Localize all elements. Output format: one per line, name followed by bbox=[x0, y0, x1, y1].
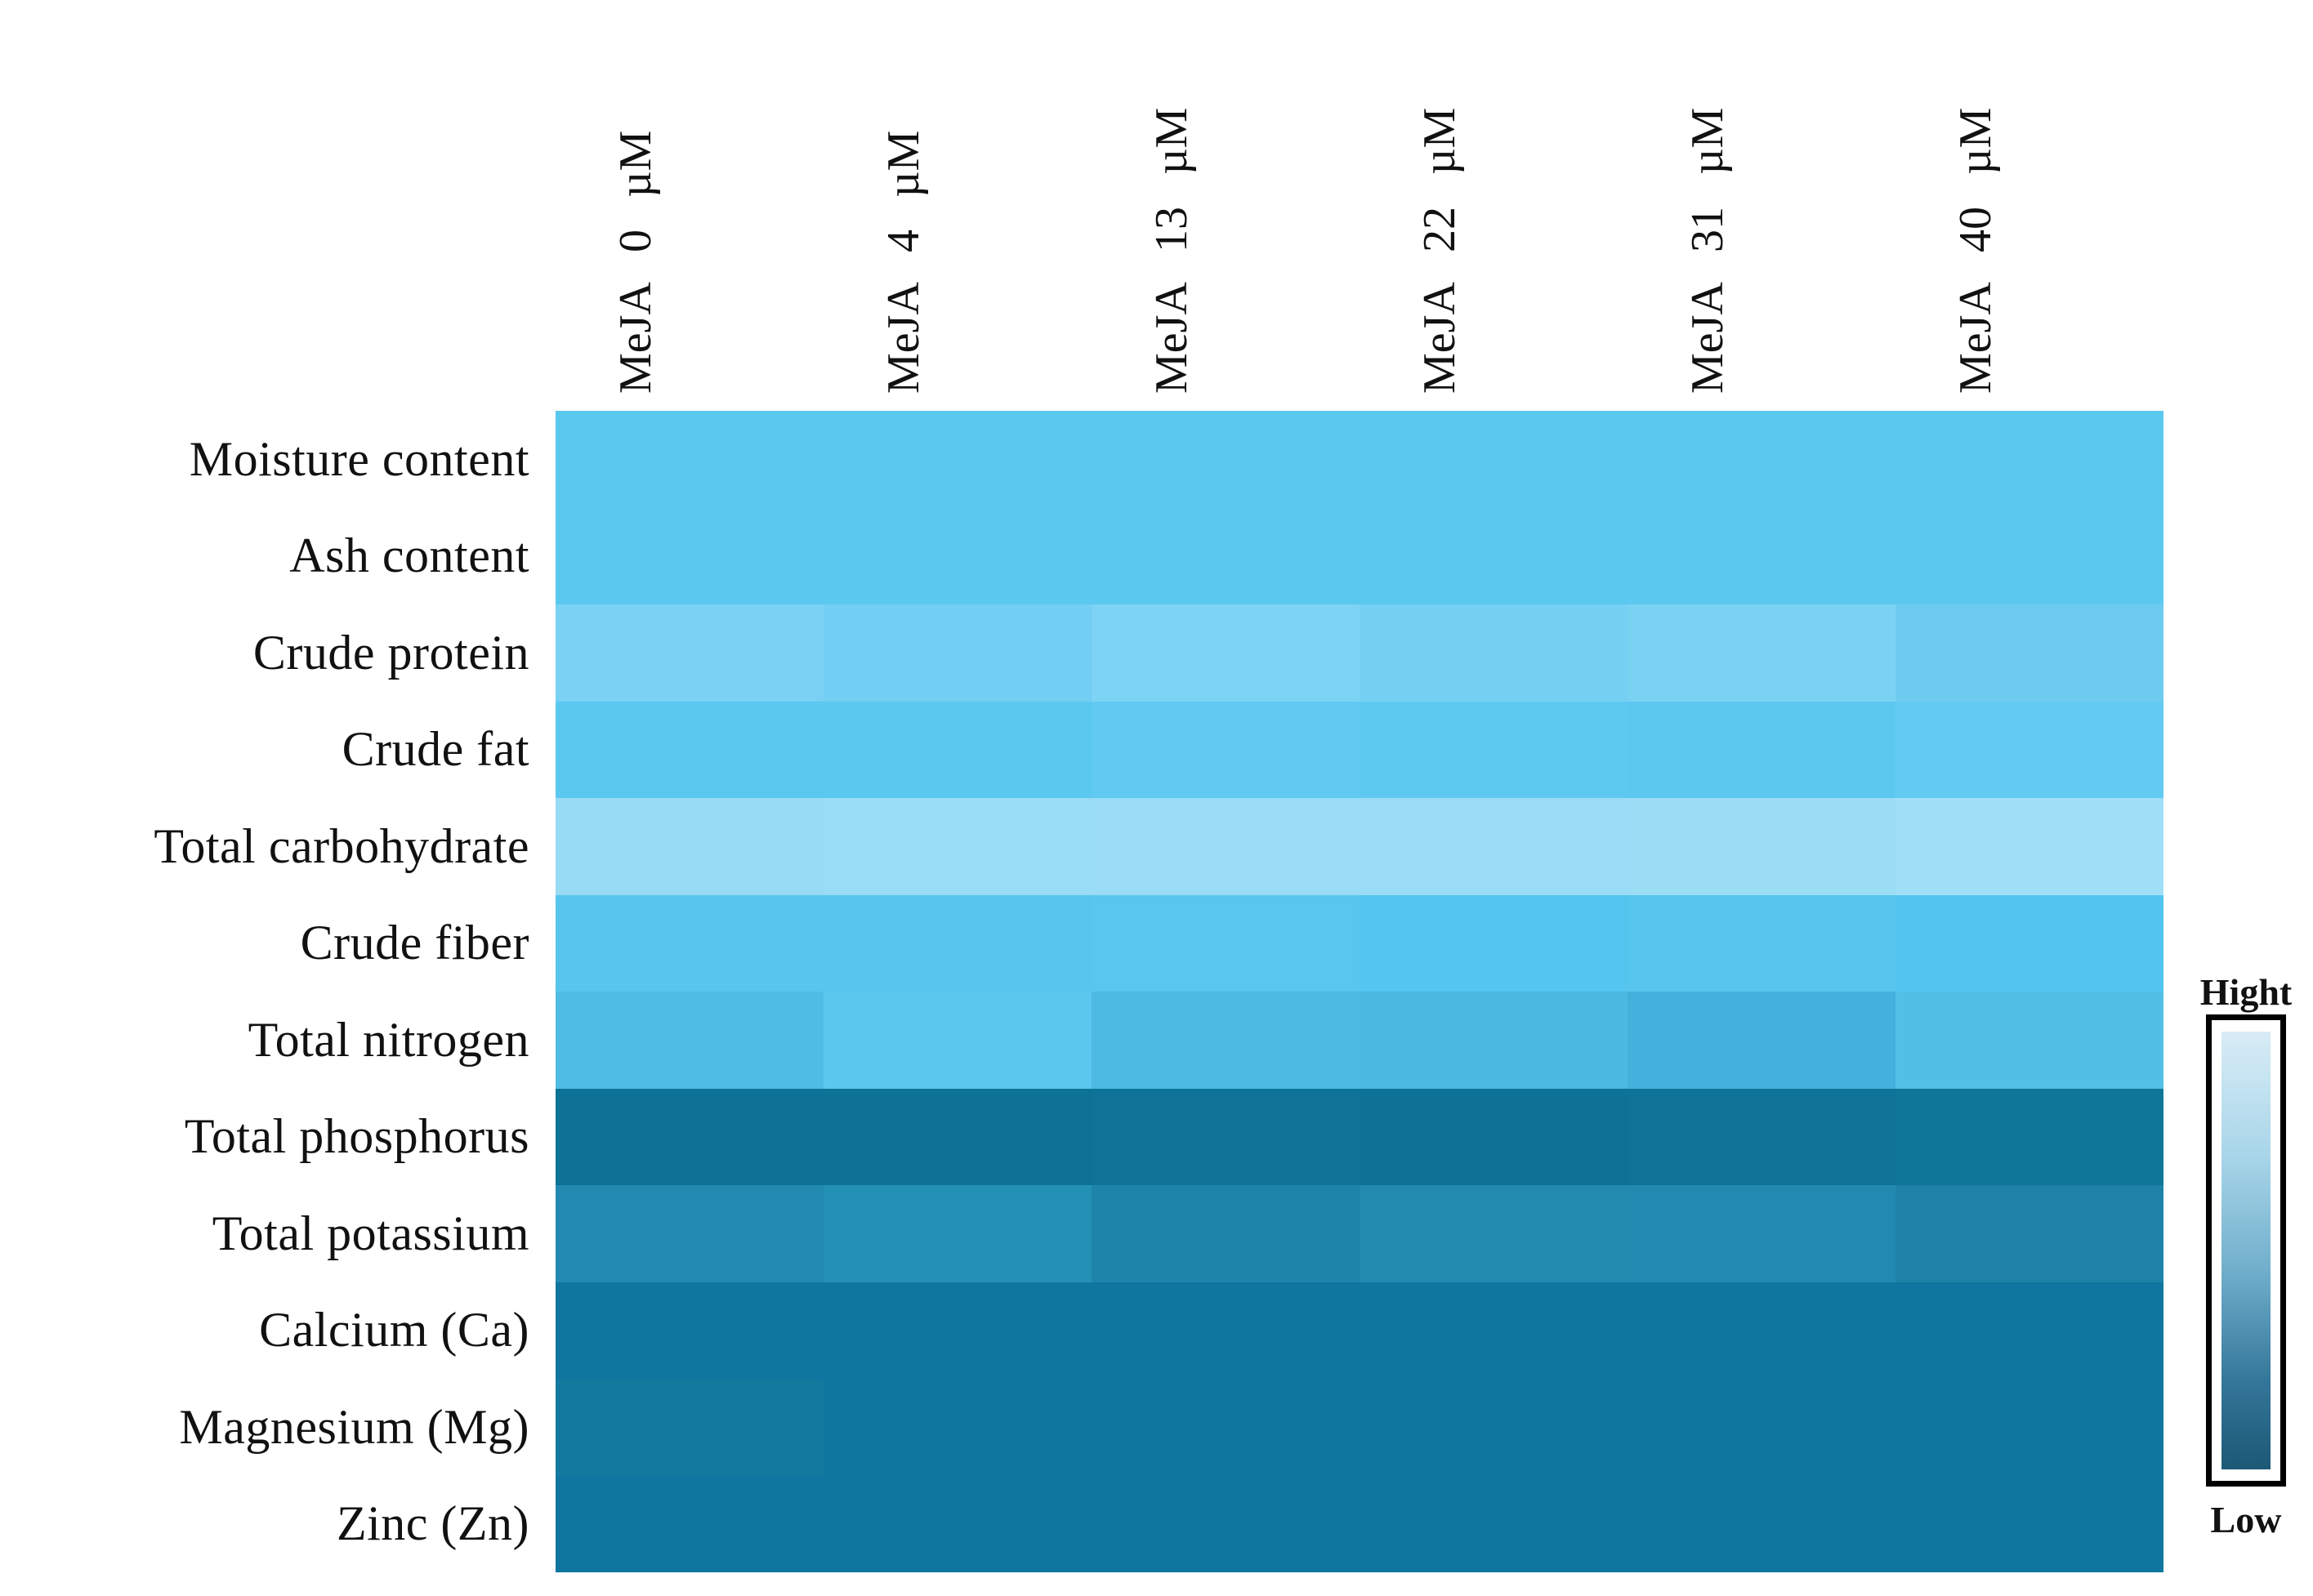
heatmap-cell bbox=[1360, 1475, 1628, 1572]
heatmap-cell bbox=[824, 1088, 1092, 1185]
row-label: Moisture content bbox=[189, 431, 529, 486]
heatmap-cell bbox=[1092, 1088, 1360, 1185]
heatmap-cell bbox=[1360, 411, 1628, 508]
heatmap-cell bbox=[1895, 992, 2163, 1089]
heatmap-cell bbox=[1092, 701, 1360, 798]
row-label: Total phosphorus bbox=[184, 1109, 529, 1164]
heatmap-cell bbox=[824, 1282, 1092, 1379]
col-header-label: MeJA 22 µM bbox=[1414, 107, 1465, 394]
heatmap-cell bbox=[1360, 992, 1628, 1089]
heatmap-cell bbox=[1895, 604, 2163, 702]
heatmap-cell bbox=[1895, 507, 2163, 604]
legend-high-label: Hight bbox=[2199, 971, 2293, 1013]
heatmap-cell bbox=[824, 992, 1092, 1089]
row-label: Total potassium bbox=[212, 1206, 529, 1260]
row-label: Crude fiber bbox=[300, 916, 529, 970]
legend-box bbox=[2206, 1014, 2286, 1487]
heatmap-cell bbox=[824, 411, 1092, 508]
heatmap-cell bbox=[824, 798, 1092, 895]
heatmap-cell bbox=[1628, 1282, 1895, 1379]
heatmap-cell bbox=[1895, 1475, 2163, 1572]
heatmap-grid bbox=[556, 411, 2163, 1572]
heatmap-cell bbox=[556, 1475, 824, 1572]
heatmap-cell bbox=[824, 507, 1092, 604]
heatmap-cell bbox=[1092, 1282, 1360, 1379]
heatmap-cell bbox=[1360, 507, 1628, 604]
heatmap-cell bbox=[1895, 701, 2163, 798]
heatmap-cell bbox=[824, 604, 1092, 702]
row-label: Magnesium (Mg) bbox=[179, 1399, 529, 1454]
heatmap-cell bbox=[1628, 798, 1895, 895]
heatmap-cell bbox=[1092, 894, 1360, 992]
heatmap-cell bbox=[1628, 1379, 1895, 1476]
row-label: Crude fat bbox=[342, 722, 529, 777]
heatmap-cell bbox=[556, 1185, 824, 1282]
heatmap-cell bbox=[1628, 411, 1895, 508]
legend-low-label: Low bbox=[2210, 1499, 2282, 1540]
heatmap-cell bbox=[1628, 992, 1895, 1089]
heatmap-cell bbox=[824, 1475, 1092, 1572]
heatmap-cell bbox=[1628, 1185, 1895, 1282]
heatmap-cell bbox=[1092, 1185, 1360, 1282]
col-header-label: MeJA 4 µM bbox=[878, 130, 929, 394]
heatmap-cell bbox=[1092, 1475, 1360, 1572]
heatmap-cell bbox=[556, 701, 824, 798]
heatmap-cell bbox=[1895, 1088, 2163, 1185]
heatmap-cell bbox=[1360, 798, 1628, 895]
heatmap-cell bbox=[1628, 1475, 1895, 1572]
heatmap-cell bbox=[1360, 1282, 1628, 1379]
heatmap-cell bbox=[1628, 894, 1895, 992]
heatmap-cell bbox=[1092, 798, 1360, 895]
heatmap-cell bbox=[556, 894, 824, 992]
heatmap-cell bbox=[1895, 411, 2163, 508]
heatmap-cell bbox=[1628, 701, 1895, 798]
heatmap-cell bbox=[556, 411, 824, 508]
row-label: Zinc (Zn) bbox=[336, 1496, 529, 1551]
heatmap-cell bbox=[1628, 604, 1895, 702]
row-label: Ash content bbox=[289, 528, 529, 583]
heatmap-cell bbox=[1895, 894, 2163, 992]
col-header-label: MeJA 13 µM bbox=[1146, 107, 1197, 394]
row-label: Calcium (Ca) bbox=[259, 1303, 529, 1357]
heatmap-cell bbox=[556, 992, 824, 1089]
heatmap-cell bbox=[556, 798, 824, 895]
heatmap-cell bbox=[1360, 1379, 1628, 1476]
col-header-label: MeJA 40 µM bbox=[1950, 107, 2001, 394]
heatmap-cell bbox=[556, 507, 824, 604]
heatmap-cell bbox=[556, 604, 824, 702]
heatmap-cell bbox=[1628, 1088, 1895, 1185]
heatmap-cell bbox=[1092, 1379, 1360, 1476]
heatmap-cell bbox=[1360, 701, 1628, 798]
heatmap-cell bbox=[1895, 1379, 2163, 1476]
row-label: Total nitrogen bbox=[248, 1012, 529, 1067]
heatmap-cell bbox=[1360, 1185, 1628, 1282]
row-label: Total carbohydrate bbox=[154, 818, 529, 873]
heatmap-cell bbox=[1360, 894, 1628, 992]
heatmap-cell bbox=[556, 1282, 824, 1379]
heatmap-cell bbox=[824, 1185, 1092, 1282]
heatmap-cell bbox=[1360, 1088, 1628, 1185]
heatmap-cell bbox=[1092, 507, 1360, 604]
heatmap-cell bbox=[1092, 411, 1360, 508]
heatmap-cell bbox=[1092, 992, 1360, 1089]
heatmap-cell bbox=[1628, 507, 1895, 604]
heatmap-cell bbox=[824, 894, 1092, 992]
heatmap-cell bbox=[1895, 798, 2163, 895]
col-header-label: MeJA 0 µM bbox=[610, 130, 661, 394]
heatmap-cell bbox=[1895, 1282, 2163, 1379]
col-header-label: MeJA 31 µM bbox=[1682, 107, 1733, 394]
legend-gradient-bar bbox=[2221, 1032, 2271, 1469]
heatmap-cell bbox=[556, 1379, 824, 1476]
heatmap-cell bbox=[556, 1088, 824, 1185]
row-label: Crude protein bbox=[252, 625, 529, 680]
heatmap-cell bbox=[1895, 1185, 2163, 1282]
heatmap-cell bbox=[824, 701, 1092, 798]
heatmap-cell bbox=[1360, 604, 1628, 702]
heatmap-cell bbox=[1092, 604, 1360, 702]
heatmap-cell bbox=[824, 1379, 1092, 1476]
